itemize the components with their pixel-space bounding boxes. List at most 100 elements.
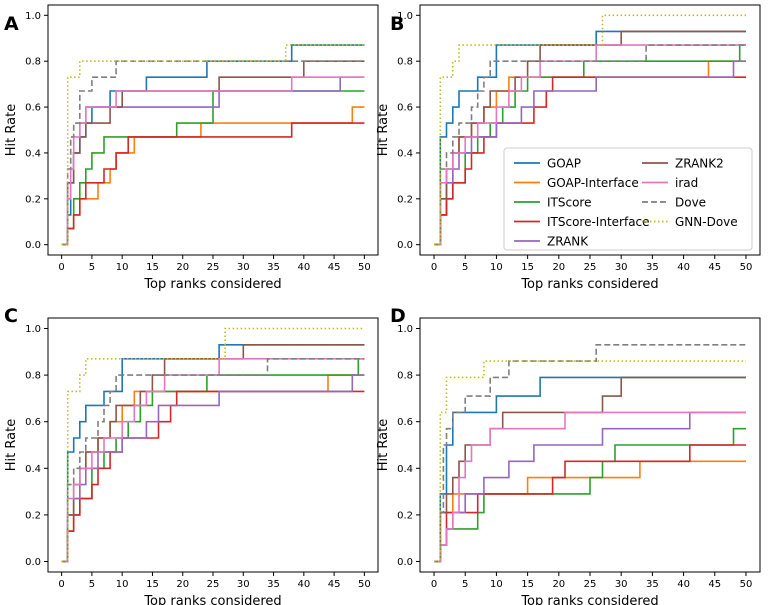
x-tick-label: 5 [89, 262, 95, 273]
x-axis-label: Top ranks considered [143, 277, 281, 292]
series-group [61, 44, 365, 246]
series-line-goap [434, 376, 746, 563]
series-line-itscore [434, 427, 746, 563]
y-tick-label: 0.8 [397, 57, 413, 68]
y-tick-label: 1.0 [25, 11, 41, 22]
series-group [61, 327, 365, 563]
series-line-irad [61, 76, 365, 246]
panel-c: 0 5 10 15 20 25 30 35 40 45 50 0.0 0.2 0.4 0.6 0.8 1.0 To… [4, 305, 379, 605]
series-line-itscore-interface [434, 444, 746, 563]
x-tick-label: 10 [490, 579, 503, 590]
series-line-goap [61, 44, 365, 246]
legend-label: ITScore [547, 196, 591, 210]
x-tick-label: 30 [237, 262, 250, 273]
x-tick-label: 50 [358, 579, 371, 590]
series-line-zrank2 [61, 60, 365, 246]
series-line-gnn-dove [434, 14, 746, 246]
y-tick-label: 0.2 [25, 510, 41, 521]
x-tick-label: 30 [237, 579, 250, 590]
y-tick-label: 0.4 [397, 148, 413, 159]
y-tick-label: 0.6 [397, 417, 413, 428]
y-tick-label: 0.0 [25, 557, 41, 568]
y-tick-label: 0.8 [397, 371, 413, 382]
y-tick-label: 0.2 [397, 194, 413, 205]
y-axis-label: Hit Rate [4, 104, 19, 156]
x-tick-label: 15 [521, 262, 534, 273]
series-line-dove [61, 358, 365, 563]
x-tick-label: 25 [584, 262, 597, 273]
legend-label: irad [675, 176, 698, 190]
legend: GOAP ZRANK2 GOAP-Interface irad ITScore Dove I… [503, 147, 753, 251]
x-tick-label: 10 [490, 262, 503, 273]
series-line-irad [434, 411, 746, 563]
y-tick-label: 0.6 [25, 417, 41, 428]
y-tick-label: 0.0 [397, 240, 413, 251]
x-tick-label: 0 [431, 262, 437, 273]
x-tick-label: 50 [740, 579, 753, 590]
x-tick-label: 25 [584, 579, 597, 590]
x-tick-label: 10 [116, 579, 129, 590]
legend-label: ZRANK [547, 235, 589, 249]
legend-label: GNN-Dove [675, 215, 738, 229]
series-line-gnn-dove [61, 44, 365, 246]
series-line-dove [434, 344, 746, 563]
panel-letter: A [4, 13, 19, 35]
legend-label: ITScore-Interface [547, 215, 650, 229]
x-tick-label: 5 [89, 579, 95, 590]
series-line-dove [61, 60, 365, 246]
x-tick-label: 45 [328, 262, 341, 273]
x-tick-label: 35 [267, 262, 280, 273]
series-line-irad [61, 358, 365, 563]
series-line-zrank2 [434, 376, 746, 563]
y-axis-label: Hit Rate [4, 419, 19, 471]
y-tick-label: 0.6 [25, 103, 41, 114]
x-tick-label: 40 [297, 579, 310, 590]
x-tick-label: 20 [552, 262, 565, 273]
panel-a: 0 5 10 15 20 25 30 35 40 45 50 0.0 0.2 0.4 0.6 0.8 1.0 To… [4, 4, 379, 292]
x-tick-label: 15 [521, 579, 534, 590]
y-tick-label: 0.4 [25, 148, 41, 159]
series-line-gnn-dove [61, 327, 365, 563]
y-tick-label: 0.8 [25, 371, 41, 382]
series-line-itscore [61, 358, 365, 563]
legend-label: ZRANK2 [675, 157, 724, 171]
x-tick-label: 40 [677, 262, 690, 273]
x-tick-label: 35 [646, 262, 659, 273]
y-tick-label: 1.0 [397, 11, 413, 22]
y-tick-label: 0.6 [397, 103, 413, 114]
x-tick-label: 0 [431, 579, 437, 590]
legend-label: Dove [675, 196, 706, 210]
series-line-itscore-interface [61, 122, 365, 246]
series-group [434, 14, 746, 246]
y-tick-label: 1.0 [397, 324, 413, 335]
x-tick-label: 10 [116, 262, 129, 273]
x-tick-label: 15 [146, 262, 159, 273]
panel-letter: B [390, 13, 404, 35]
panel-b: 0 5 10 15 20 25 30 35 40 45 50 0.0 0.2 0.4 0.6 0.8 1.0 To… [376, 4, 761, 292]
y-tick-label: 0.4 [25, 464, 41, 475]
x-tick-label: 20 [552, 579, 565, 590]
y-tick-label: 0.8 [25, 57, 41, 68]
y-tick-label: 0.2 [397, 510, 413, 521]
series-line-irad [434, 44, 746, 246]
series-group [434, 344, 746, 563]
x-tick-label: 20 [176, 262, 189, 273]
x-tick-label: 50 [358, 262, 371, 273]
series-line-dove [434, 44, 746, 246]
x-tick-label: 45 [328, 579, 341, 590]
legend-label: GOAP [547, 157, 581, 171]
x-tick-label: 45 [708, 262, 721, 273]
axes-frame [47, 4, 379, 256]
series-line-goap-interface [61, 106, 365, 246]
y-tick-label: 0.2 [25, 194, 41, 205]
x-tick-label: 5 [462, 579, 468, 590]
y-tick-label: 0.4 [397, 464, 413, 475]
series-line-itscore [61, 90, 365, 246]
x-tick-label: 40 [677, 579, 690, 590]
x-tick-label: 35 [646, 579, 659, 590]
x-tick-label: 0 [58, 262, 64, 273]
legend-label: GOAP-Interface [547, 176, 639, 190]
x-tick-label: 20 [176, 579, 189, 590]
x-tick-label: 30 [615, 262, 628, 273]
